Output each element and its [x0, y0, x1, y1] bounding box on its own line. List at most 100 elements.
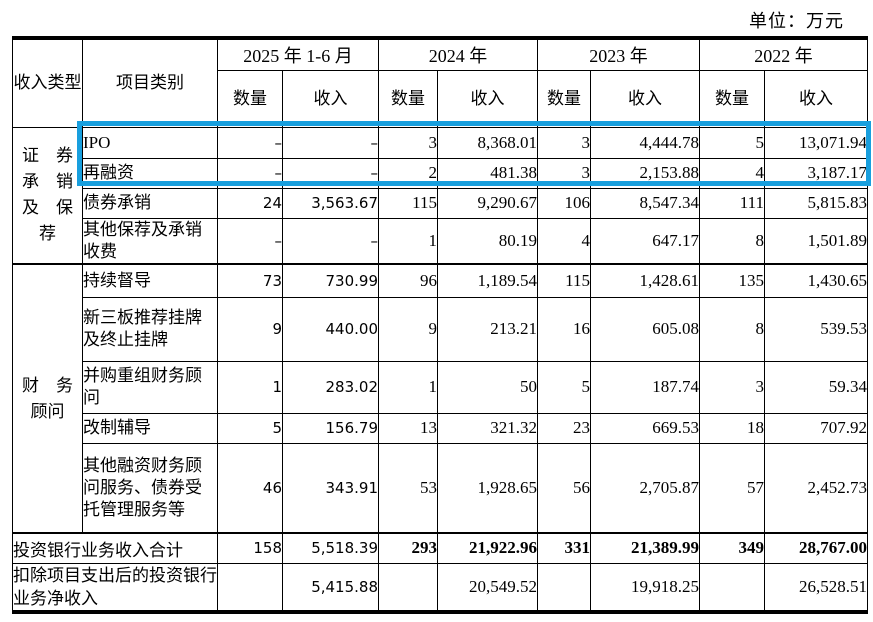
income-2025-cell: – [282, 217, 379, 265]
qty-2022-cell: 349 [699, 532, 765, 564]
row-continuous-supervision: 财 务 顾问 持续督导 73 730.99 96 1,189.54 115 1,… [12, 263, 868, 534]
qty-2023-cell [537, 562, 591, 612]
qty-2022-cell: 57 [699, 442, 765, 534]
header-income-2025: 收入 [282, 69, 379, 128]
qty-2022-cell [699, 562, 765, 612]
qty-2025-cell: 24 [217, 187, 283, 219]
income-2023-cell: 187.74 [590, 360, 700, 414]
income-2023-cell: 8,547.34 [590, 187, 700, 219]
income-2025-cell: – [282, 157, 379, 189]
qty-2022-cell: 111 [699, 187, 765, 219]
unit-label: 单位：万元 [749, 11, 844, 31]
total-label: 投资银行业务收入合计 [12, 532, 218, 564]
row-neeq-listing: 新三板推荐挂牌及终止挂牌 9 440.00 9 213.21 16 605.08… [13, 296, 868, 362]
qty-2023-cell: 331 [537, 532, 591, 564]
qty-2024-cell: 115 [378, 187, 438, 219]
header-period-2025: 2025 年 1-6 月 [217, 37, 379, 71]
qty-2024-cell [378, 562, 438, 612]
row-total-investment-banking-income: 投资银行业务收入合计 158 5,518.39 293 21,922.96 33… [12, 532, 868, 564]
income-2023-cell: 1,428.61 [590, 263, 700, 298]
group-label-securities-underwriting-sponsorship: 证 券 承 销 及 保 荐 [12, 126, 83, 265]
income-2024-cell: 50 [437, 360, 538, 414]
qty-2024-cell: 1 [378, 360, 438, 414]
income-2023-cell: 605.08 [590, 296, 700, 362]
qty-2023-cell: 16 [537, 296, 591, 362]
income-2025-cell: 283.02 [282, 360, 379, 414]
category-cell: 其他保荐及承销收费 [82, 217, 218, 265]
header-project-category: 项目类别 [82, 37, 218, 128]
qty-2025-cell: 5 [217, 412, 283, 444]
category-cell: 债券承销 [82, 187, 218, 219]
income-2023-cell: 647.17 [590, 217, 700, 265]
qty-2025-cell: 9 [217, 296, 283, 362]
income-2025-cell: 440.00 [282, 296, 379, 362]
qty-2022-cell: 4 [699, 157, 765, 189]
qty-2023-cell: 56 [537, 442, 591, 534]
qty-2025-cell: 73 [217, 263, 283, 298]
qty-2024-cell: 13 [378, 412, 438, 444]
income-2023-cell: 2,705.87 [590, 442, 700, 534]
income-2022-cell: 1,430.65 [764, 263, 868, 298]
income-2024-cell: 80.19 [437, 217, 538, 265]
income-2024-cell: 8,368.01 [437, 126, 538, 159]
income-2023-cell: 4,444.78 [590, 126, 700, 159]
header-income-2023: 收入 [590, 69, 700, 128]
qty-2024-cell: 53 [378, 442, 438, 534]
qty-2024-cell: 2 [378, 157, 438, 189]
income-2025-cell: 5,518.39 [282, 532, 379, 564]
header-row-subcolumns: 数量 收入 数量 收入 数量 收入 数量 收入 [13, 69, 868, 128]
header-qty-2022: 数量 [699, 69, 765, 128]
income-2025-cell: 343.91 [282, 442, 379, 534]
header-period-2023: 2023 年 [537, 37, 700, 71]
qty-2024-cell: 1 [378, 217, 438, 265]
qty-2023-cell: 23 [537, 412, 591, 444]
qty-2023-cell: 3 [537, 157, 591, 189]
qty-2025-cell: – [217, 126, 283, 159]
qty-2024-cell: 9 [378, 296, 438, 362]
qty-2023-cell: 115 [537, 263, 591, 298]
qty-2023-cell: 4 [537, 217, 591, 265]
row-bond-underwriting: 债券承销 24 3,563.67 115 9,290.67 106 8,547.… [13, 187, 868, 219]
income-2023-cell: 669.53 [590, 412, 700, 444]
income-2022-cell: 1,501.89 [764, 217, 868, 265]
revenue-table: 收入类型 项目类别 2025 年 1-6 月 2024 年 2023 年 202… [12, 36, 868, 614]
qty-2022-cell: 135 [699, 263, 765, 298]
header-period-2024: 2024 年 [378, 37, 538, 71]
income-2024-cell: 1,189.54 [437, 263, 538, 298]
category-cell: 持续督导 [82, 263, 218, 298]
income-2024-cell: 21,922.96 [437, 532, 538, 564]
category-cell: 并购重组财务顾问 [82, 360, 218, 414]
qty-2025-cell: – [217, 217, 283, 265]
qty-2022-cell: 8 [699, 296, 765, 362]
qty-2025-cell: 158 [217, 532, 283, 564]
header-period-2022: 2022 年 [699, 37, 868, 71]
income-2024-cell: 213.21 [437, 296, 538, 362]
row-other-sponsorship-fees: 其他保荐及承销收费 – – 1 80.19 4 647.17 8 1,501.8… [13, 217, 868, 265]
qty-2024-cell: 3 [378, 126, 438, 159]
row-restructuring-guidance: 改制辅导 5 156.79 13 321.32 23 669.53 18 707… [13, 412, 868, 444]
qty-2025-cell: 46 [217, 442, 283, 534]
income-2024-cell: 481.38 [437, 157, 538, 189]
income-2025-cell: 730.99 [282, 263, 379, 298]
category-cell: 改制辅导 [82, 412, 218, 444]
qty-2025-cell: – [217, 157, 283, 189]
qty-2023-cell: 5 [537, 360, 591, 414]
income-2025-cell: 156.79 [282, 412, 379, 444]
category-cell: 其他融资财务顾问服务、债券受托管理服务等 [82, 442, 218, 534]
qty-2024-cell: 293 [378, 532, 438, 564]
category-cell: 再融资 [82, 157, 218, 189]
income-2022-cell: 5,815.83 [764, 187, 868, 219]
income-2022-cell: 2,452.73 [764, 442, 868, 534]
income-2024-cell: 9,290.67 [437, 187, 538, 219]
header-income-type: 收入类型 [12, 37, 83, 128]
row-ma-restructuring-advisory: 并购重组财务顾问 1 283.02 1 50 5 187.74 3 59.34 [13, 360, 868, 414]
qty-2022-cell: 8 [699, 217, 765, 265]
qty-2022-cell: 3 [699, 360, 765, 414]
income-2025-cell: 5,415.88 [282, 562, 379, 612]
qty-2025-cell: 1 [217, 360, 283, 414]
net-label: 扣除项目支出后的投资银行业务净收入 [12, 562, 218, 612]
qty-2025-cell [217, 562, 283, 612]
income-2022-cell: 13,071.94 [764, 126, 868, 159]
category-cell: IPO [82, 126, 218, 159]
income-2024-cell: 1,928.65 [437, 442, 538, 534]
